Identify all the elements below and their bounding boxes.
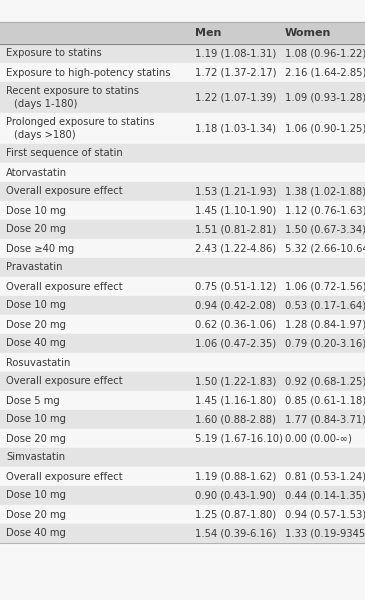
Bar: [0, 505, 365, 524]
Text: Recent exposure to statins: Recent exposure to statins: [6, 86, 139, 96]
Bar: [0, 372, 365, 391]
Text: Overall exposure effect: Overall exposure effect: [6, 377, 123, 386]
Text: Dose ≥40 mg: Dose ≥40 mg: [6, 244, 74, 253]
Bar: [0, 113, 365, 144]
Text: 0.94 (0.42-2.08): 0.94 (0.42-2.08): [195, 301, 276, 311]
Bar: [0, 315, 365, 334]
Text: Women: Women: [285, 28, 331, 38]
Text: 0.62 (0.36-1.06): 0.62 (0.36-1.06): [195, 319, 276, 329]
Bar: [0, 429, 365, 448]
Text: Dose 40 mg: Dose 40 mg: [6, 529, 66, 539]
Text: 1.19 (1.08-1.31): 1.19 (1.08-1.31): [195, 49, 276, 58]
Text: Exposure to high-potency statins: Exposure to high-potency statins: [6, 67, 170, 77]
Bar: [0, 201, 365, 220]
Text: 1.12 (0.76-1.63): 1.12 (0.76-1.63): [285, 205, 365, 215]
Text: 0.94 (0.57-1.53): 0.94 (0.57-1.53): [285, 509, 365, 520]
Bar: [0, 44, 365, 63]
Bar: [0, 353, 365, 372]
Text: Dose 20 mg: Dose 20 mg: [6, 433, 66, 443]
Text: Dose 10 mg: Dose 10 mg: [6, 491, 66, 500]
Text: Dose 10 mg: Dose 10 mg: [6, 301, 66, 311]
Text: Atorvastatin: Atorvastatin: [6, 167, 67, 178]
Text: 1.25 (0.87-1.80): 1.25 (0.87-1.80): [195, 509, 276, 520]
Bar: [0, 163, 365, 182]
Text: 0.53 (0.17-1.64): 0.53 (0.17-1.64): [285, 301, 365, 311]
Bar: [0, 391, 365, 410]
Text: 0.75 (0.51-1.12): 0.75 (0.51-1.12): [195, 281, 276, 292]
Bar: [0, 334, 365, 353]
Text: (days 1-180): (days 1-180): [14, 98, 77, 109]
Text: 0.92 (0.68-1.25): 0.92 (0.68-1.25): [285, 377, 365, 386]
Text: Dose 20 mg: Dose 20 mg: [6, 319, 66, 329]
Text: Overall exposure effect: Overall exposure effect: [6, 187, 123, 196]
Text: Dose 40 mg: Dose 40 mg: [6, 338, 66, 349]
Text: 1.38 (1.02-1.88): 1.38 (1.02-1.88): [285, 187, 365, 196]
Bar: [0, 258, 365, 277]
Text: Men: Men: [195, 28, 222, 38]
Text: 1.50 (1.22-1.83): 1.50 (1.22-1.83): [195, 377, 276, 386]
Bar: [0, 63, 365, 82]
Text: 1.06 (0.47-2.35): 1.06 (0.47-2.35): [195, 338, 276, 349]
Text: Dose 5 mg: Dose 5 mg: [6, 395, 60, 406]
Bar: [0, 486, 365, 505]
Text: (days >180): (days >180): [14, 130, 76, 140]
Text: Simvastatin: Simvastatin: [6, 452, 65, 463]
Text: 1.28 (0.84-1.97): 1.28 (0.84-1.97): [285, 319, 365, 329]
Bar: [0, 22, 365, 44]
Bar: [0, 410, 365, 429]
Bar: [0, 182, 365, 201]
Bar: [0, 524, 365, 543]
Text: 0.90 (0.43-1.90): 0.90 (0.43-1.90): [195, 491, 276, 500]
Text: 1.51 (0.81-2.81): 1.51 (0.81-2.81): [195, 224, 276, 235]
Text: 5.19 (1.67-16.10): 5.19 (1.67-16.10): [195, 433, 283, 443]
Text: 0.00 (0.00-∞): 0.00 (0.00-∞): [285, 433, 352, 443]
Text: 1.19 (0.88-1.62): 1.19 (0.88-1.62): [195, 472, 276, 481]
Text: 1.60 (0.88-2.88): 1.60 (0.88-2.88): [195, 415, 276, 425]
Text: 1.53 (1.21-1.93): 1.53 (1.21-1.93): [195, 187, 276, 196]
Text: Pravastatin: Pravastatin: [6, 263, 62, 272]
Bar: [0, 467, 365, 486]
Text: 1.06 (0.72-1.56): 1.06 (0.72-1.56): [285, 281, 365, 292]
Text: 1.72 (1.37-2.17): 1.72 (1.37-2.17): [195, 67, 277, 77]
Text: Dose 10 mg: Dose 10 mg: [6, 205, 66, 215]
Bar: [0, 448, 365, 467]
Text: First sequence of statin: First sequence of statin: [6, 148, 123, 158]
Bar: [0, 296, 365, 315]
Text: Rosuvastatin: Rosuvastatin: [6, 358, 70, 367]
Text: 5.32 (2.66-10.64): 5.32 (2.66-10.64): [285, 244, 365, 253]
Text: Overall exposure effect: Overall exposure effect: [6, 472, 123, 481]
Text: 1.45 (1.16-1.80): 1.45 (1.16-1.80): [195, 395, 276, 406]
Text: 0.81 (0.53-1.24): 0.81 (0.53-1.24): [285, 472, 365, 481]
Text: Dose 20 mg: Dose 20 mg: [6, 509, 66, 520]
Text: Dose 10 mg: Dose 10 mg: [6, 415, 66, 425]
Bar: [0, 277, 365, 296]
Bar: [0, 220, 365, 239]
Text: Exposure to statins: Exposure to statins: [6, 49, 102, 58]
Bar: [0, 82, 365, 113]
Text: 1.06 (0.90-1.25): 1.06 (0.90-1.25): [285, 124, 365, 133]
Text: 2.43 (1.22-4.86): 2.43 (1.22-4.86): [195, 244, 276, 253]
Text: 2.16 (1.64-2.85): 2.16 (1.64-2.85): [285, 67, 365, 77]
Text: 1.18 (1.03-1.34): 1.18 (1.03-1.34): [195, 124, 276, 133]
Text: 1.09 (0.93-1.28): 1.09 (0.93-1.28): [285, 92, 365, 103]
Text: 1.50 (0.67-3.34): 1.50 (0.67-3.34): [285, 224, 365, 235]
Text: Prolonged exposure to statins: Prolonged exposure to statins: [6, 118, 154, 127]
Text: 1.54 (0.39-6.16): 1.54 (0.39-6.16): [195, 529, 276, 539]
Text: 1.22 (1.07-1.39): 1.22 (1.07-1.39): [195, 92, 276, 103]
Text: 1.08 (0.96-1.22): 1.08 (0.96-1.22): [285, 49, 365, 58]
Text: 1.45 (1.10-1.90): 1.45 (1.10-1.90): [195, 205, 276, 215]
Text: 1.33 (0.19-9345): 1.33 (0.19-9345): [285, 529, 365, 539]
Text: 0.79 (0.20-3.16): 0.79 (0.20-3.16): [285, 338, 365, 349]
Bar: [0, 144, 365, 163]
Text: 1.77 (0.84-3.71): 1.77 (0.84-3.71): [285, 415, 365, 425]
Text: Overall exposure effect: Overall exposure effect: [6, 281, 123, 292]
Text: 0.85 (0.61-1.18): 0.85 (0.61-1.18): [285, 395, 365, 406]
Text: Dose 20 mg: Dose 20 mg: [6, 224, 66, 235]
Bar: [0, 239, 365, 258]
Text: 0.44 (0.14-1.35): 0.44 (0.14-1.35): [285, 491, 365, 500]
